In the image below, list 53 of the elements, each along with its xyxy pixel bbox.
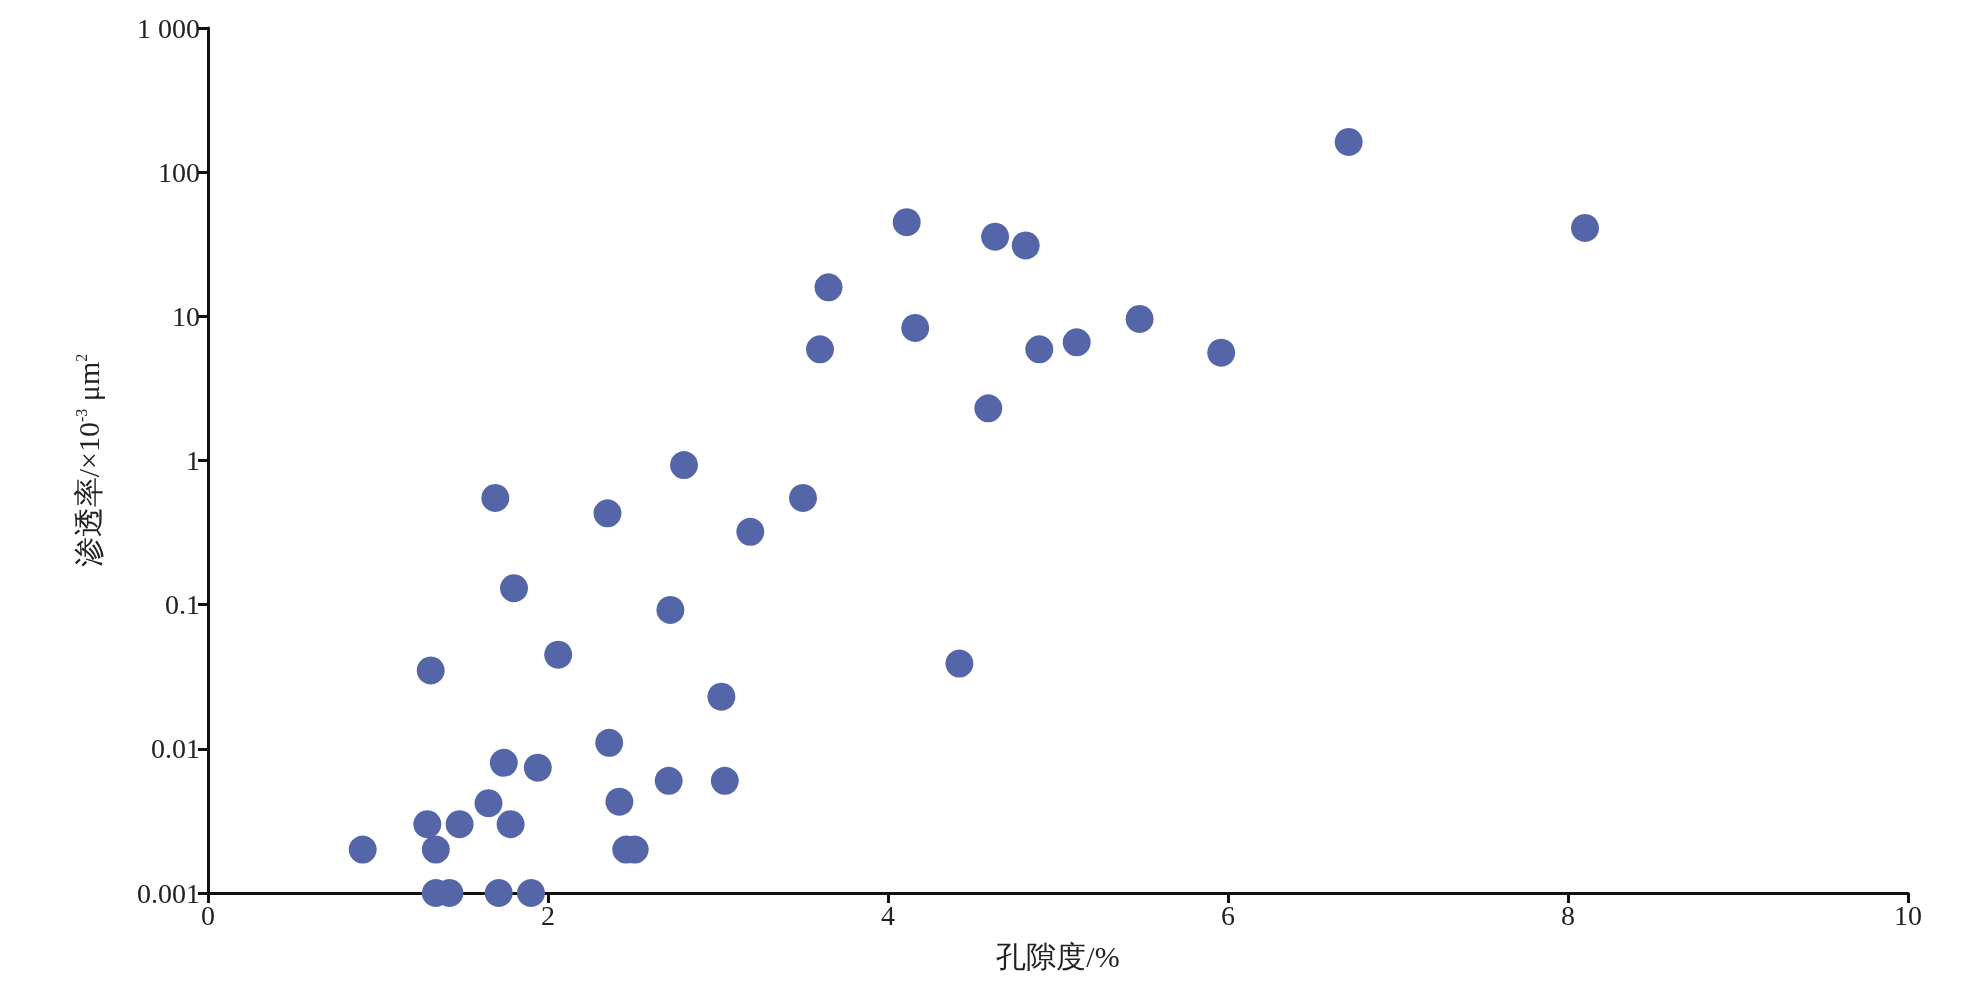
point <box>1025 335 1054 364</box>
point <box>416 656 445 685</box>
point <box>474 789 503 818</box>
y-tick-label: 0.001 <box>137 877 200 909</box>
point <box>654 766 683 795</box>
point <box>496 810 525 839</box>
point <box>670 451 698 480</box>
y-axis-title: 渗透率/×10-3 μm2 <box>71 353 105 568</box>
point <box>484 879 513 907</box>
point <box>974 394 1003 423</box>
point <box>489 748 518 777</box>
x-tick-label: 6 <box>1221 899 1235 931</box>
point <box>500 574 528 603</box>
point <box>348 835 377 864</box>
point <box>710 766 739 795</box>
x-tick-label: 8 <box>1561 899 1575 931</box>
point <box>595 728 624 757</box>
point <box>892 208 921 237</box>
x-tick-label: 4 <box>881 899 895 931</box>
point <box>789 483 817 512</box>
point <box>1062 328 1091 357</box>
point <box>945 649 974 678</box>
x-tick-label: 10 <box>1894 899 1922 931</box>
point <box>707 682 736 711</box>
point <box>736 517 765 546</box>
point <box>1571 214 1599 242</box>
point <box>523 753 552 782</box>
y-tick-label: 10 <box>172 300 200 332</box>
y-tick-label: 100 <box>158 156 200 188</box>
x-tick-label: 0 <box>201 899 215 931</box>
point <box>1011 231 1040 260</box>
point <box>901 314 930 342</box>
point <box>981 222 1010 251</box>
y-tick-label: 0.01 <box>151 733 200 765</box>
point <box>1125 304 1154 333</box>
y-tick-label: 1 <box>186 445 200 476</box>
point <box>605 787 634 816</box>
point <box>814 273 843 302</box>
point <box>481 483 510 512</box>
y-tick-label: 1 000 <box>137 12 200 44</box>
point <box>1334 127 1363 156</box>
x-tick-label: 2 <box>541 899 555 931</box>
point <box>593 499 622 528</box>
point <box>445 810 474 839</box>
point <box>517 879 545 907</box>
x-axis-title: 孔隙度/% <box>996 939 1120 973</box>
point <box>544 640 573 669</box>
point <box>1207 338 1236 367</box>
point <box>421 835 450 864</box>
y-tick-label: 0.1 <box>165 589 200 621</box>
point <box>806 335 834 364</box>
point <box>656 595 685 624</box>
point <box>413 810 442 839</box>
